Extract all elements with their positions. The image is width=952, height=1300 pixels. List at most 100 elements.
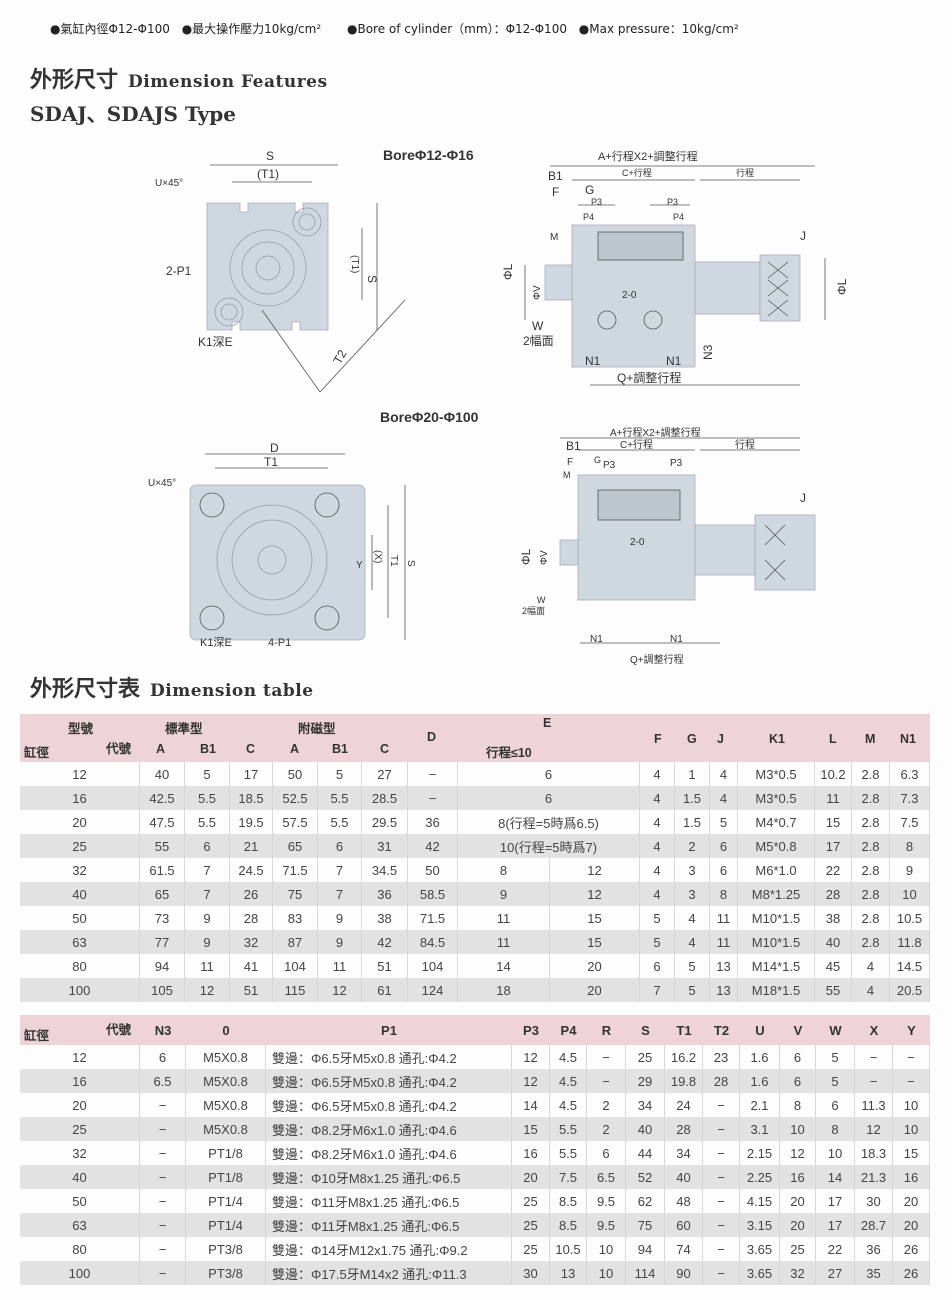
table-cell: − (703, 1213, 740, 1237)
hdr-col: B1 (200, 742, 216, 756)
table-cell: 2 (587, 1093, 626, 1117)
table-cell: 73 (140, 906, 185, 930)
table-cell: − (140, 1141, 186, 1165)
table-cell: 16 (893, 1165, 930, 1189)
table1-body: 12 40 5 17 50 5 27−6 4 1 4 M3*0.5 10.2 2.8 6.3 16 42.5 5… (20, 762, 930, 1002)
header-cell: S (641, 1022, 650, 1038)
table-cell: − (140, 1213, 186, 1237)
table-cell: 25 (20, 834, 140, 858)
table-cell: 7 (185, 858, 230, 882)
label: 2-0 (630, 537, 645, 548)
table-cell: M10*1.5 (738, 930, 815, 954)
label: F (552, 185, 559, 199)
table-cell: 6 (458, 786, 640, 810)
table-cell: 2 (587, 1117, 626, 1141)
table-cell: − (703, 1117, 740, 1141)
header-cell: 0 (222, 1022, 230, 1038)
table-cell: M5X0.8 (186, 1045, 266, 1069)
table-cell: 10.5 (550, 1237, 587, 1261)
table-cell: 52 (626, 1165, 665, 1189)
table-cell: 26 (230, 882, 273, 906)
header-cell: N3 (154, 1022, 172, 1038)
table-cell: 2.8 (852, 786, 890, 810)
table-cell: 8 (816, 1117, 855, 1141)
table-cell: 17 (816, 1213, 855, 1237)
hdr-code: 代號 (106, 1023, 132, 1037)
table-cell: PT3/8 (186, 1261, 266, 1285)
table-row: 63 77 9 32 87 9 42 84.5 11 15 5 4 11 M10*1.5 40 2.8 11.8 (20, 930, 930, 954)
table-cell: 105 (140, 978, 185, 1002)
table-cell: 4.15 (740, 1189, 780, 1213)
table-cell: 50 (273, 762, 318, 786)
table-cell: 11 (458, 930, 550, 954)
table-cell: 12 (550, 882, 640, 906)
table-cell: − (587, 1069, 626, 1093)
label: P3 (667, 197, 678, 207)
table-cell: PT3/8 (186, 1237, 266, 1261)
table-cell: 20 (780, 1213, 816, 1237)
front-view-large (189, 453, 406, 641)
header-cell: T2 (713, 1022, 730, 1038)
table-cell: 51 (362, 954, 408, 978)
hdr-col: A (156, 742, 166, 756)
table-cell: 2.8 (852, 858, 890, 882)
table-cell: 4 (710, 786, 738, 810)
table-cell: 雙邊：Φ8.2牙M6x1.0 通孔:Φ4.6 (266, 1141, 512, 1165)
table-cell: 75 (273, 882, 318, 906)
table-cell: 雙邊：Φ10牙M8x1.25 通孔:Φ6.5 (266, 1165, 512, 1189)
table-cell: 47.5 (140, 810, 185, 834)
table-cell: M3*0.5 (738, 762, 815, 786)
table-cell: 8.5 (550, 1213, 587, 1237)
table-cell: − (893, 1045, 930, 1069)
table-cell: 28 (230, 906, 273, 930)
table-cell: 41 (230, 954, 273, 978)
table-cell: 2.8 (852, 906, 890, 930)
hdr-col: C (246, 742, 256, 756)
table-row: 12 40 5 17 50 5 27−6 4 1 4 M3*0.5 10.2 2.8 6.3 (20, 762, 930, 786)
diagram2-title: BoreΦ20-Φ100 (380, 409, 479, 425)
table-cell: 10.5 (890, 906, 930, 930)
table-cell: 4 (852, 954, 890, 978)
table-cell: 4 (710, 762, 738, 786)
table-cell: 7 (318, 882, 362, 906)
table-cell: 10 (893, 1117, 930, 1141)
table-cell: 38 (815, 906, 852, 930)
table-cell: 10 (587, 1237, 626, 1261)
table-cell: 32 (780, 1261, 816, 1285)
label: N3 (701, 344, 715, 360)
table-cell: 6 (780, 1045, 816, 1069)
table-cell: 4 (852, 978, 890, 1002)
table-cell: 12 (512, 1069, 550, 1093)
table-cell: 34 (665, 1141, 703, 1165)
table-cell: 18 (458, 978, 550, 1002)
label: S (266, 149, 274, 163)
table-cell: 3 (675, 882, 710, 906)
table-cell: 9 (890, 858, 930, 882)
table-cell: 12 (512, 1045, 550, 1069)
table-cell: 31 (362, 834, 408, 858)
table-cell: 1 (675, 762, 710, 786)
hdr-col: B1 (332, 742, 348, 756)
label: P3 (603, 460, 616, 471)
label: F (567, 457, 573, 468)
table-cell: 雙邊：Φ14牙M12x1.75 通孔:Φ9.2 (266, 1237, 512, 1261)
table-cell: 94 (626, 1237, 665, 1261)
table-cell: 5 (675, 978, 710, 1002)
header-cell: P1 (381, 1022, 397, 1038)
table-cell: 19.8 (665, 1069, 703, 1093)
label: N1 (666, 354, 682, 368)
table-cell: − (855, 1069, 893, 1093)
label: P3 (670, 458, 683, 469)
dimension-drawings: BoreΦ12-Φ16 S (T1) U×45° 2-P1 K1深E (T1) … (148, 147, 849, 666)
table-cell: 20 (893, 1189, 930, 1213)
table-cell: 28 (815, 882, 852, 906)
table-cell: 32 (230, 930, 273, 954)
table-cell: 4 (675, 906, 710, 930)
table-cell: 19.5 (230, 810, 273, 834)
table-cell: 25 (626, 1045, 665, 1069)
table-cell: 87 (273, 930, 318, 954)
table-cell: 2.15 (740, 1141, 780, 1165)
table-cell: 11 (815, 786, 852, 810)
table-cell: 雙邊：Φ6.5牙M5x0.8 通孔:Φ4.2 (266, 1069, 512, 1093)
table-cell: 10 (816, 1141, 855, 1165)
